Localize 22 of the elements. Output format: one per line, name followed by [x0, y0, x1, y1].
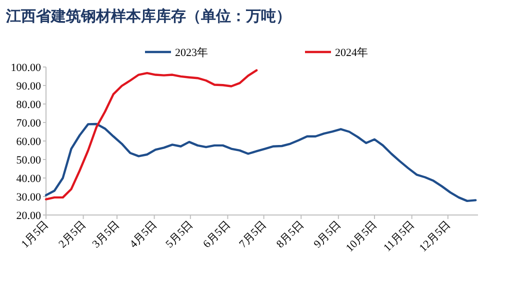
- x-tick-label: 10月5日: [344, 218, 380, 254]
- x-tick-label: 5月5日: [164, 218, 196, 250]
- y-tick-label: 90.00: [16, 80, 42, 92]
- title: 江西省建筑钢材样本库库存（单位：万吨）: [6, 9, 291, 25]
- x-tick-label: 4月5日: [128, 218, 160, 250]
- y-tick-label: 50.00: [16, 154, 42, 166]
- y-tick-label: 80.00: [16, 99, 42, 111]
- x-tick-label: 8月5日: [274, 218, 306, 250]
- y-tick-label: 60.00: [16, 136, 42, 148]
- legend-label: 2024年: [335, 47, 368, 59]
- x-tick-label: 9月5日: [312, 218, 344, 250]
- x-tick-label: 12月5日: [417, 218, 454, 254]
- y-tick-label: 30.00: [16, 192, 42, 204]
- x-tick-label: 2月5日: [56, 218, 88, 250]
- y-tick-label: 100.00: [10, 62, 42, 74]
- x-tick-label: 7月5日: [237, 218, 269, 250]
- y-tick-label: 70.00: [16, 118, 42, 130]
- x-tick-label: 11月5日: [382, 218, 417, 254]
- x-tick-label: 6月5日: [201, 218, 233, 250]
- legend-label: 2023年: [175, 47, 208, 59]
- x-tick-label: 3月5日: [90, 218, 122, 250]
- y-tick-label: 40.00: [16, 173, 42, 185]
